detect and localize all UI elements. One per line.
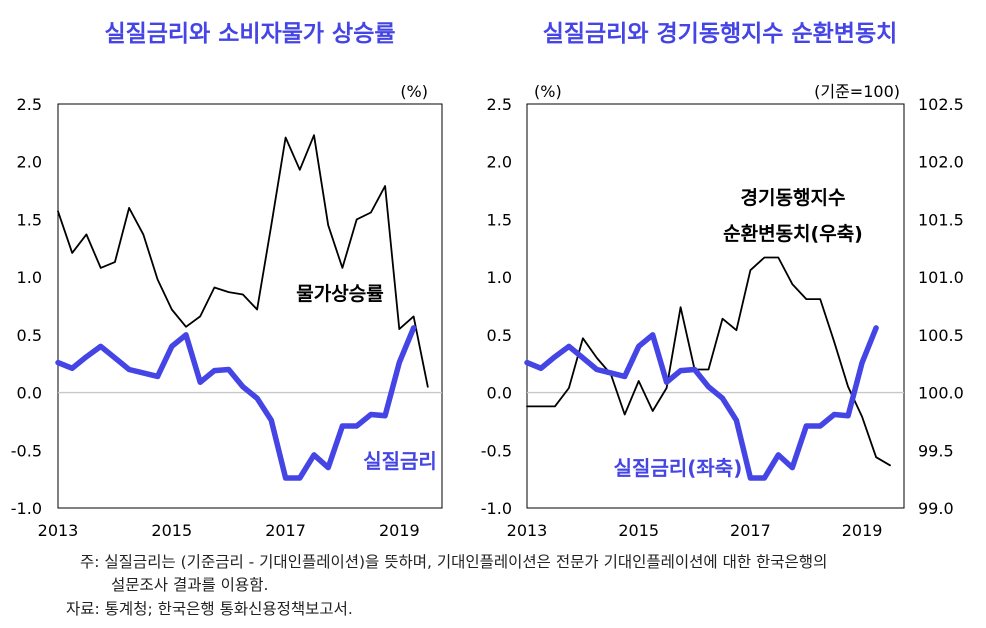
unit-label-left: (%) bbox=[400, 82, 428, 101]
y-tick-label: 2.0 bbox=[487, 153, 512, 172]
y-tick-label-right: 99.5 bbox=[918, 441, 954, 460]
x-tick-label: 2019 bbox=[379, 521, 420, 540]
series-annotation: 물가상승률 bbox=[296, 283, 383, 305]
y-tick-label-right: 102.0 bbox=[918, 153, 964, 172]
footnote-line-1: 주: 실질금리는 (기준금리 - 기대인플레이션)을 뜻하며, 기대인플레이션은… bbox=[80, 553, 828, 571]
plot-frame-1 bbox=[526, 103, 905, 509]
unit-label-left: (%) bbox=[534, 82, 562, 101]
y-tick-label: 0.0 bbox=[17, 384, 42, 403]
y-tick-label: 2.5 bbox=[17, 95, 42, 114]
y-tick-label: -1.0 bbox=[11, 499, 42, 518]
y-tick-label: 0.0 bbox=[487, 384, 512, 403]
series-line-reference bbox=[57, 134, 429, 388]
x-tick-label: 2019 bbox=[842, 521, 883, 540]
y-tick-label-right: 100.0 bbox=[918, 384, 964, 403]
series-annotation: 실질금리 bbox=[363, 449, 437, 473]
source-line: 자료: 통계청; 한국은행 통화신용정책보고서. bbox=[66, 600, 353, 618]
y-tick-label: 2.0 bbox=[17, 153, 42, 172]
series-line-reference bbox=[526, 256, 891, 467]
right-chart-title: 실질금리와 경기동행지수 순환변동치 bbox=[542, 21, 898, 47]
y-tick-label: 0.5 bbox=[17, 326, 42, 345]
x-tick-label: 2015 bbox=[618, 521, 659, 540]
y-tick-label: -0.5 bbox=[11, 441, 42, 460]
x-tick-label: 2017 bbox=[730, 521, 771, 540]
x-tick-label: 2015 bbox=[151, 521, 192, 540]
y-tick-label-right: 102.5 bbox=[918, 95, 964, 114]
y-tick-label: 1.5 bbox=[487, 210, 512, 229]
series-annotation: 실질금리(좌축) bbox=[614, 456, 743, 480]
y-tick-label-right: 100.5 bbox=[918, 326, 964, 345]
y-tick-label: 0.5 bbox=[487, 326, 512, 345]
x-tick-label: 2017 bbox=[265, 521, 306, 540]
y-tick-label: 1.0 bbox=[487, 268, 512, 287]
left-chart-title: 실질금리와 소비자물가 상승률 bbox=[104, 21, 396, 47]
y-tick-label: -1.0 bbox=[481, 499, 512, 518]
unit-label-right: (기준=100) bbox=[814, 82, 900, 101]
x-tick-label: 2013 bbox=[507, 521, 548, 540]
y-tick-label: 1.5 bbox=[17, 210, 42, 229]
y-tick-label: 1.0 bbox=[17, 268, 42, 287]
series-line-real-rate bbox=[524, 325, 879, 481]
series-line-real-rate bbox=[55, 325, 417, 481]
y-tick-label-right: 99.0 bbox=[918, 499, 954, 518]
y-tick-label-right: 101.0 bbox=[918, 268, 964, 287]
plot-frame-0 bbox=[57, 103, 443, 509]
series-annotation: 순환변동치(우축) bbox=[723, 223, 863, 245]
footnote-line-2: 설문조사 결과를 이용함. bbox=[111, 576, 269, 594]
x-tick-label: 2013 bbox=[38, 521, 79, 540]
y-tick-label: 2.5 bbox=[487, 95, 512, 114]
y-tick-label: -0.5 bbox=[481, 441, 512, 460]
y-tick-label-right: 101.5 bbox=[918, 210, 964, 229]
series-annotation: 경기동행지수 bbox=[741, 187, 846, 209]
